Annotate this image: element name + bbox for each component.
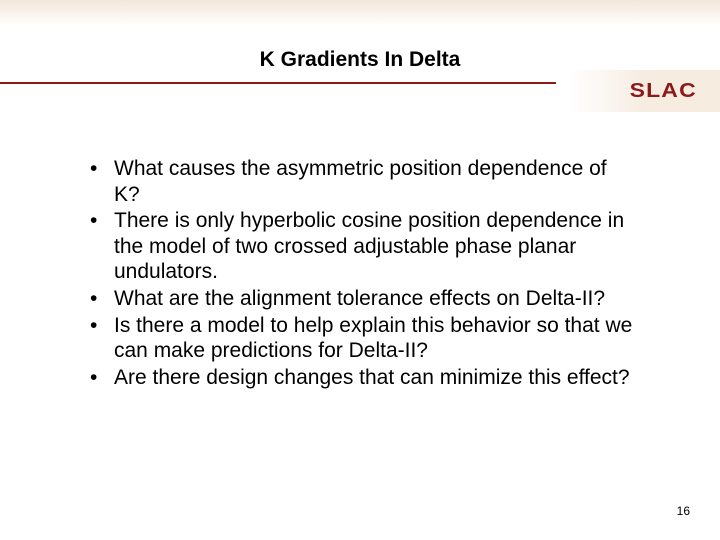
top-gradient-bar <box>0 0 720 26</box>
list-item: What are the alignment tolerance effects… <box>86 286 634 312</box>
slide-title: K Gradients In Delta <box>0 48 720 72</box>
slac-logo: SLAC <box>629 80 696 103</box>
list-item: Are there design changes that can minimi… <box>86 365 634 391</box>
list-item: Is there a model to help explain this be… <box>86 313 634 364</box>
slide: K Gradients In Delta SLAC What causes th… <box>0 0 720 540</box>
list-item: What causes the asymmetric position depe… <box>86 156 634 207</box>
page-number: 16 <box>677 504 690 518</box>
bullet-list: What causes the asymmetric position depe… <box>86 156 634 390</box>
content-area: What causes the asymmetric position depe… <box>86 156 634 391</box>
list-item: There is only hyperbolic cosine position… <box>86 208 634 285</box>
